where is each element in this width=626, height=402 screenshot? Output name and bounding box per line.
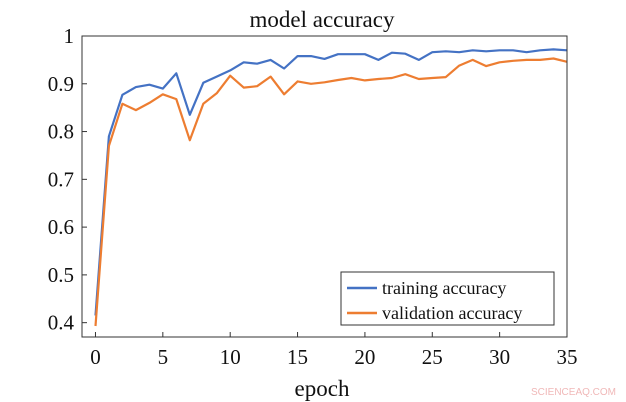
y-tick-label: 0.9 [48, 72, 74, 96]
x-tick-label: 15 [287, 345, 308, 369]
x-axis-label: epoch [295, 376, 350, 401]
series-line-training-accuracy [94, 48, 568, 316]
x-tick-label: 30 [489, 345, 510, 369]
y-tick-label: 1 [64, 24, 75, 48]
x-tick-label: 20 [354, 345, 375, 369]
series-layer [94, 48, 568, 327]
plot-area-frame [81, 35, 568, 338]
y-tick-label: 0.8 [48, 120, 74, 144]
watermark: SCIENCEAQ.COM [530, 387, 616, 398]
x-tick-label: 10 [220, 345, 241, 369]
tick-layer: 0 5 10 15 20 25 30 35 0.4 0.5 0.6 0.7 0.8 0.9 1 [48, 24, 578, 369]
x-tick-label: 35 [557, 345, 578, 369]
series-line-validation-accuracy [94, 57, 568, 327]
legend-box [340, 271, 555, 326]
legend: training accuracy validation accuracy [340, 271, 555, 326]
x-tick-label: 25 [422, 345, 443, 369]
chart-title: model accuracy [250, 7, 395, 32]
y-tick-label: 0.6 [48, 215, 74, 239]
legend-label-training: training accuracy [382, 278, 506, 298]
legend-label-validation: validation accuracy [382, 303, 522, 323]
x-tick-label: 5 [158, 345, 169, 369]
y-tick-label: 0.5 [48, 263, 74, 287]
x-tick-label: 0 [90, 345, 101, 369]
y-tick-label: 0.7 [48, 167, 74, 191]
y-tick-label: 0.4 [48, 311, 75, 335]
